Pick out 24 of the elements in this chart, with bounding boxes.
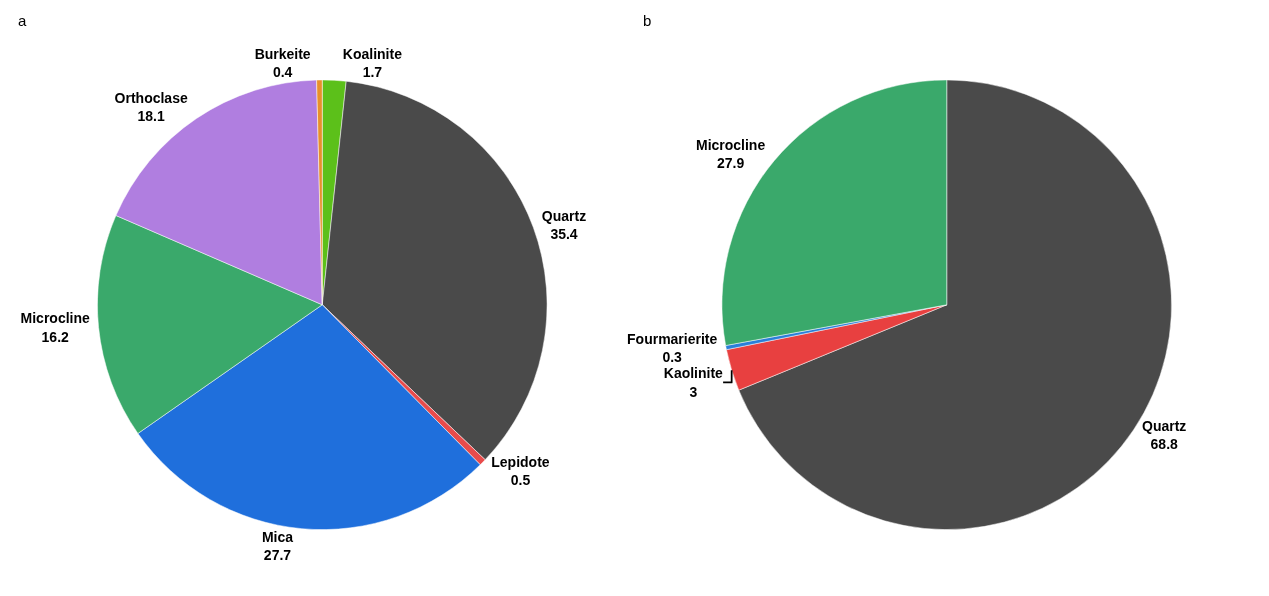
data-label: 35.4 <box>550 226 578 243</box>
data-label: 27.7 <box>263 546 292 563</box>
slice-label: Quartz <box>1142 418 1187 435</box>
slice-label: Fourmarierite <box>627 331 718 348</box>
data-label: 1.7 <box>362 64 383 81</box>
data-label: 18.1 <box>137 107 165 124</box>
chart-title: b <box>643 12 652 29</box>
slice-label: Kaolinite <box>663 365 724 382</box>
chart-title: a <box>18 12 27 29</box>
data-label: 0.3 <box>662 349 683 366</box>
data-label: 0.5 <box>510 471 531 488</box>
data-label: 27.9 <box>716 155 745 172</box>
data-label: 3 <box>689 383 698 400</box>
slice-label: Lepidote <box>491 453 550 470</box>
slice-label: Orthoclase <box>114 89 188 106</box>
data-label: 68.8 <box>1150 436 1179 453</box>
slice-label: Mica <box>261 528 294 545</box>
slice-label: Burkeite <box>254 45 311 62</box>
data-label: 0.4 <box>272 63 293 80</box>
slice-label: Microcline <box>20 310 91 327</box>
slice-label: Microcline <box>695 136 766 153</box>
slice-label: Koalinite <box>342 46 403 63</box>
data-label: 16.2 <box>41 328 70 345</box>
slice-label: Quartz <box>541 208 587 225</box>
